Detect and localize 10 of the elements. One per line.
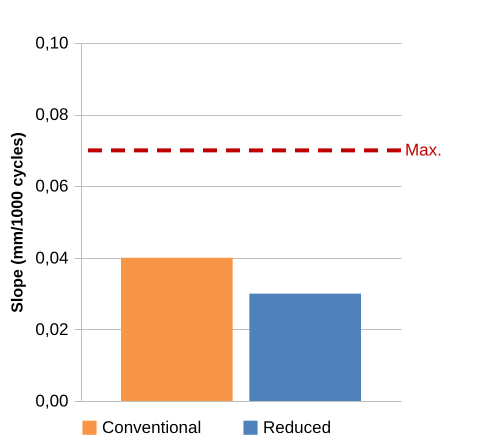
y-tick-label: 0,08 [35,105,68,124]
legend-label: Conventional [102,418,202,437]
y-tick-label: 0,10 [35,34,68,52]
y-tick-label: 0,02 [35,320,68,339]
ref-line-label: Max. [405,140,442,160]
y-tick-label: 0,04 [35,248,68,268]
y-tick-label: 0,00 [35,392,68,410]
y-tick-label: 0,06 [35,176,68,196]
legend-label: Reduced [263,418,332,437]
y-axis-title: Slope (mm/1000 cycles) [9,132,26,313]
